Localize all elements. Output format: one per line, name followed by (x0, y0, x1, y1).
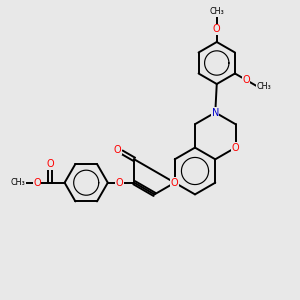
Text: O: O (46, 159, 54, 169)
Text: N: N (212, 107, 219, 118)
Text: O: O (33, 178, 41, 188)
Text: CH₃: CH₃ (209, 7, 224, 16)
Text: O: O (113, 145, 121, 154)
Text: O: O (213, 24, 220, 34)
Text: CH₃: CH₃ (256, 82, 271, 91)
Text: O: O (116, 178, 123, 188)
Text: O: O (232, 142, 239, 153)
Text: O: O (171, 178, 178, 188)
Text: O: O (242, 75, 250, 85)
Text: CH₃: CH₃ (11, 178, 25, 187)
